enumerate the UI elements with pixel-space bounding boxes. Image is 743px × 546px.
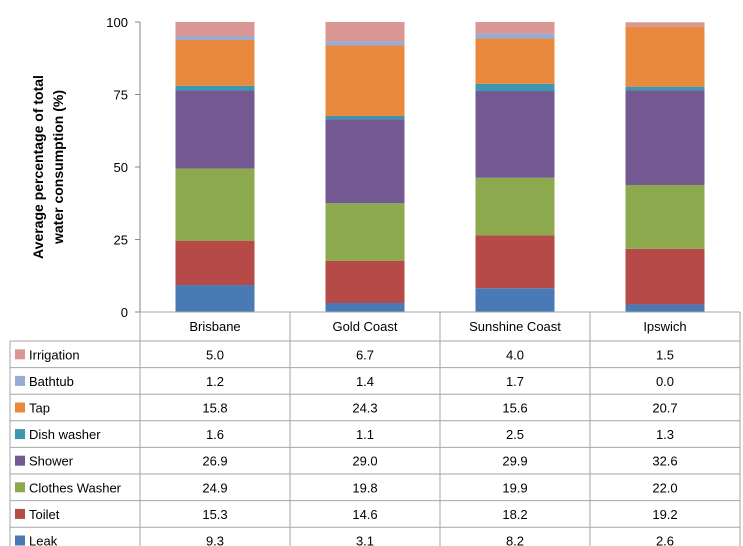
legend-label: Toilet bbox=[29, 507, 60, 522]
data-label: 15.8 bbox=[202, 401, 227, 416]
y-tick-label: 0 bbox=[121, 305, 128, 320]
category-label: Ipswich bbox=[643, 319, 686, 334]
legend-label: Tap bbox=[29, 401, 50, 416]
data-label: 1.4 bbox=[356, 374, 374, 389]
data-label: 24.9 bbox=[202, 480, 227, 495]
data-label: 26.9 bbox=[202, 454, 227, 469]
data-label: 24.3 bbox=[352, 401, 377, 416]
data-label: 9.3 bbox=[206, 534, 224, 546]
data-label: 14.6 bbox=[352, 507, 377, 522]
legend-label: Bathtub bbox=[29, 374, 74, 389]
bar-segment-ipswich-tap bbox=[625, 26, 705, 87]
bar-segment-ipswich-leak bbox=[625, 304, 705, 312]
y-tick-label: 75 bbox=[114, 88, 128, 103]
category-label: Sunshine Coast bbox=[469, 319, 561, 334]
data-label: 4.0 bbox=[506, 347, 524, 362]
data-table: Brisbane Gold Coast Sunshine Coast Ipswich I… bbox=[9, 311, 741, 546]
legend-label: Irrigation bbox=[29, 347, 80, 362]
data-label: 6.7 bbox=[356, 347, 374, 362]
data-label: 32.6 bbox=[652, 454, 677, 469]
category-label: Gold Coast bbox=[332, 319, 397, 334]
data-label: 22.0 bbox=[652, 480, 677, 495]
data-label: 19.8 bbox=[352, 480, 377, 495]
bar-segment-brisbane-toilet bbox=[175, 240, 255, 286]
bar-segment-gold-coast-dish-washer bbox=[325, 115, 405, 120]
legend-label: Shower bbox=[29, 454, 74, 469]
data-label: 2.6 bbox=[656, 534, 674, 546]
y-tick-label: 25 bbox=[114, 233, 128, 248]
bar-segment-sunshine-coast-leak bbox=[475, 288, 555, 312]
legend-key-toilet bbox=[15, 508, 25, 519]
legend-label: Clothes Washer bbox=[29, 480, 122, 495]
legend-key-leak bbox=[15, 535, 25, 546]
legend-label: Leak bbox=[29, 534, 58, 546]
bar-segment-gold-coast-toilet bbox=[325, 260, 405, 304]
bar-segment-sunshine-coast-clothes-washer bbox=[475, 177, 555, 236]
bar-segment-ipswich-dish-washer bbox=[625, 86, 705, 91]
data-label: 19.9 bbox=[502, 480, 527, 495]
bar-segment-ipswich-shower bbox=[625, 90, 705, 185]
bar-segment-brisbane-leak bbox=[175, 285, 255, 312]
bar-segment-brisbane-tap bbox=[175, 39, 255, 86]
bar-segment-brisbane-irrigation bbox=[175, 22, 255, 37]
bar-segment-brisbane-dish-washer bbox=[175, 85, 255, 91]
data-label: 15.3 bbox=[202, 507, 227, 522]
y-tick-label: 50 bbox=[114, 160, 128, 175]
bar-segment-gold-coast-leak bbox=[325, 303, 405, 312]
data-label: 1.1 bbox=[356, 427, 374, 442]
data-label: 8.2 bbox=[506, 534, 524, 546]
legend-key-dish-washer bbox=[15, 429, 25, 440]
legend-label: Dish washer bbox=[29, 427, 101, 442]
bar-segment-gold-coast-irrigation bbox=[325, 22, 405, 42]
bar-segment-gold-coast-tap bbox=[325, 45, 405, 116]
bar-segment-sunshine-coast-dish-washer bbox=[475, 83, 555, 92]
bar-segment-sunshine-coast-irrigation bbox=[475, 22, 555, 34]
legend-key-irrigation bbox=[15, 349, 25, 360]
bar-segment-ipswich-clothes-washer bbox=[625, 184, 705, 249]
bar-segment-ipswich-toilet bbox=[625, 248, 705, 305]
bar-segment-sunshine-coast-bathtub bbox=[475, 33, 555, 39]
data-label: 19.2 bbox=[652, 507, 677, 522]
bar-segment-gold-coast-bathtub bbox=[325, 41, 405, 46]
data-label: 18.2 bbox=[502, 507, 527, 522]
data-label: 20.7 bbox=[652, 401, 677, 416]
data-label: 0.0 bbox=[656, 374, 674, 389]
data-label: 29.0 bbox=[352, 454, 377, 469]
bar-segment-gold-coast-shower bbox=[325, 119, 405, 204]
bar-segment-ipswich-irrigation bbox=[625, 22, 705, 27]
data-label: 5.0 bbox=[206, 347, 224, 362]
plot-area: 0 25 50 75 100 bbox=[106, 15, 705, 320]
y-tick-label: 100 bbox=[106, 15, 128, 30]
data-label: 2.5 bbox=[506, 427, 524, 442]
data-label: 1.3 bbox=[656, 427, 674, 442]
legend-key-tap bbox=[15, 402, 25, 413]
data-label: 1.2 bbox=[206, 374, 224, 389]
bar-segment-sunshine-coast-toilet bbox=[475, 235, 555, 289]
data-label: 1.7 bbox=[506, 374, 524, 389]
data-label: 1.5 bbox=[656, 347, 674, 362]
bar-segment-brisbane-bathtub bbox=[175, 36, 255, 40]
legend-key-shower bbox=[15, 455, 25, 466]
bar-segment-gold-coast-clothes-washer bbox=[325, 203, 405, 261]
category-label: Brisbane bbox=[189, 319, 240, 334]
bar-segment-sunshine-coast-tap bbox=[475, 38, 555, 84]
data-label: 3.1 bbox=[356, 534, 374, 546]
legend-key-clothes-washer bbox=[15, 482, 25, 493]
data-label: 15.6 bbox=[502, 401, 527, 416]
legend-key-bathtub bbox=[15, 375, 25, 386]
bar-segment-brisbane-clothes-washer bbox=[175, 168, 255, 241]
y-axis-label-line1: Average percentage of total bbox=[30, 75, 46, 259]
y-axis-label-line2: water consumption (%) bbox=[50, 90, 66, 245]
data-label: 1.6 bbox=[206, 427, 224, 442]
bar-segment-sunshine-coast-shower bbox=[475, 91, 555, 178]
data-label: 29.9 bbox=[502, 454, 527, 469]
bar-segment-brisbane-shower bbox=[175, 90, 255, 169]
